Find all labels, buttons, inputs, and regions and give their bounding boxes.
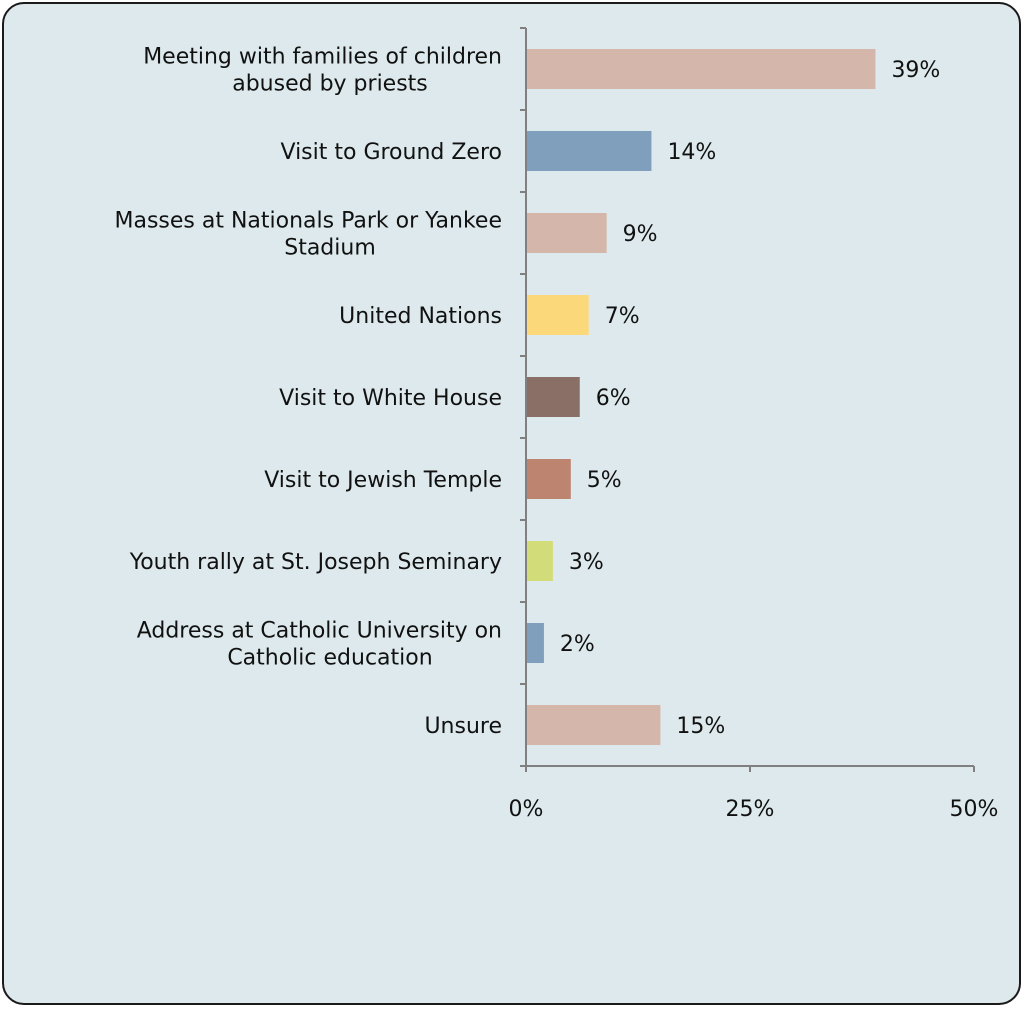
bar bbox=[527, 705, 661, 745]
category-label: Address at Catholic University on bbox=[137, 619, 502, 644]
data-label: 5% bbox=[587, 468, 622, 493]
bar bbox=[527, 213, 607, 253]
category-label: Visit to Jewish Temple bbox=[264, 468, 502, 493]
bar-chart: 0% 25% 50% 39% Meeting with families of chil… bbox=[114, 27, 999, 822]
bar bbox=[527, 131, 652, 171]
data-label: 2% bbox=[560, 632, 595, 657]
category-label: Visit to Ground Zero bbox=[281, 140, 503, 165]
category-label: Meeting with families of children bbox=[143, 45, 502, 70]
category-label: abused by priests bbox=[232, 72, 428, 97]
data-label: 6% bbox=[596, 386, 631, 411]
bar bbox=[527, 49, 876, 89]
x-tick-label: 25% bbox=[726, 797, 775, 822]
x-tick-label: 50% bbox=[950, 797, 999, 822]
x-tick-label: 0% bbox=[509, 797, 544, 822]
data-label: 39% bbox=[891, 58, 940, 83]
bar bbox=[527, 377, 580, 417]
bar bbox=[527, 459, 571, 499]
category-label: United Nations bbox=[339, 304, 502, 329]
data-label: 3% bbox=[569, 550, 604, 575]
data-label: 15% bbox=[676, 714, 725, 739]
category-label: Youth rally at St. Joseph Seminary bbox=[129, 550, 502, 575]
category-label: Unsure bbox=[424, 714, 502, 739]
data-label: 7% bbox=[605, 304, 640, 329]
category-label: Catholic education bbox=[227, 646, 432, 671]
category-label: Visit to White House bbox=[279, 386, 502, 411]
data-label: 14% bbox=[667, 140, 716, 165]
category-label: Stadium bbox=[284, 236, 376, 261]
bar bbox=[527, 541, 553, 581]
bar bbox=[527, 623, 544, 663]
data-label: 9% bbox=[623, 222, 658, 247]
category-label: Masses at Nationals Park or Yankee bbox=[114, 209, 502, 234]
bar bbox=[527, 295, 589, 335]
